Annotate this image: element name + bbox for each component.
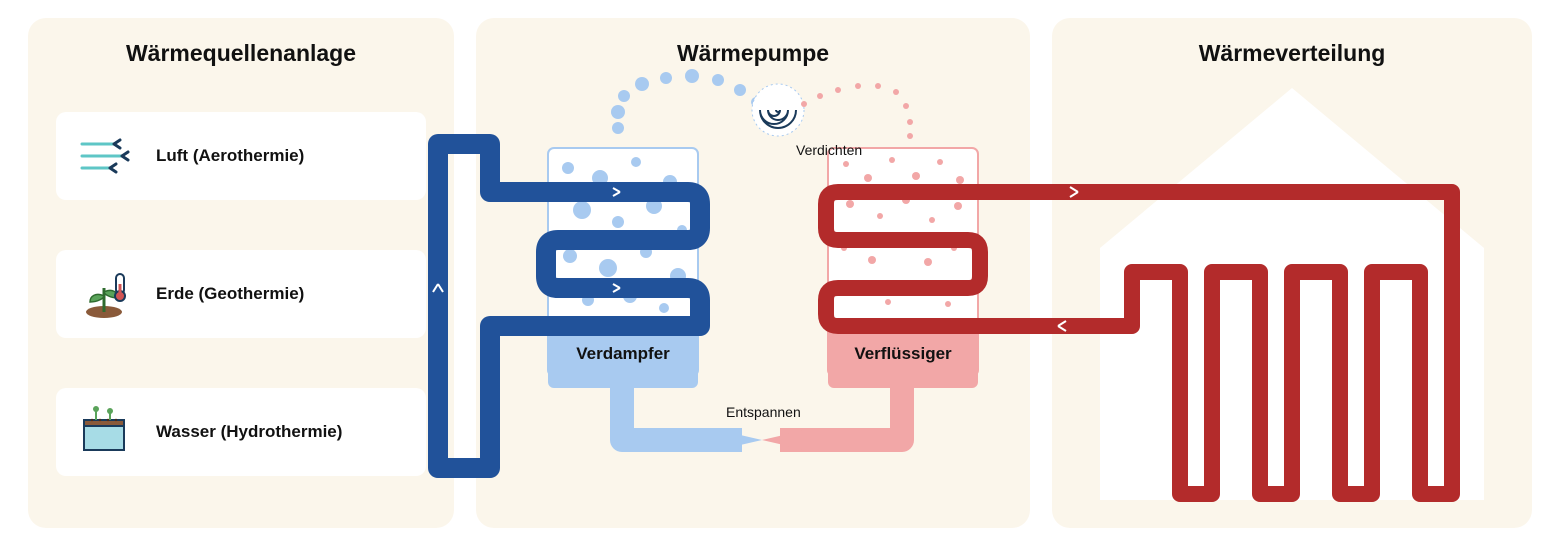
condenser-label: Verflüssiger (828, 344, 978, 364)
source-item-air: Luft (Aerothermie) (56, 112, 426, 200)
panel-left-title: Wärmequellenanlage (28, 40, 454, 67)
compress-label: Verdichten (796, 142, 862, 158)
source-water-label: Wasser (Hydrothermie) (156, 422, 342, 442)
wind-icon (74, 126, 134, 186)
source-item-earth: Erde (Geothermie) (56, 250, 426, 338)
panel-left: Wärmequellenanlage Luft (Aerothermie) (28, 18, 454, 528)
source-earth-label: Erde (Geothermie) (156, 284, 304, 304)
plant-icon (74, 264, 134, 324)
panel-center: Wärmepumpe (476, 18, 1030, 528)
evaporator-label: Verdampfer (548, 344, 698, 364)
panel-center-title: Wärmepumpe (476, 40, 1030, 67)
panel-right: Wärmeverteilung (1052, 18, 1532, 528)
source-air-label: Luft (Aerothermie) (156, 146, 304, 166)
source-item-water: Wasser (Hydrothermie) (56, 388, 426, 476)
panel-right-title: Wärmeverteilung (1052, 40, 1532, 67)
water-icon (74, 402, 134, 462)
expand-label: Entspannen (726, 404, 801, 420)
